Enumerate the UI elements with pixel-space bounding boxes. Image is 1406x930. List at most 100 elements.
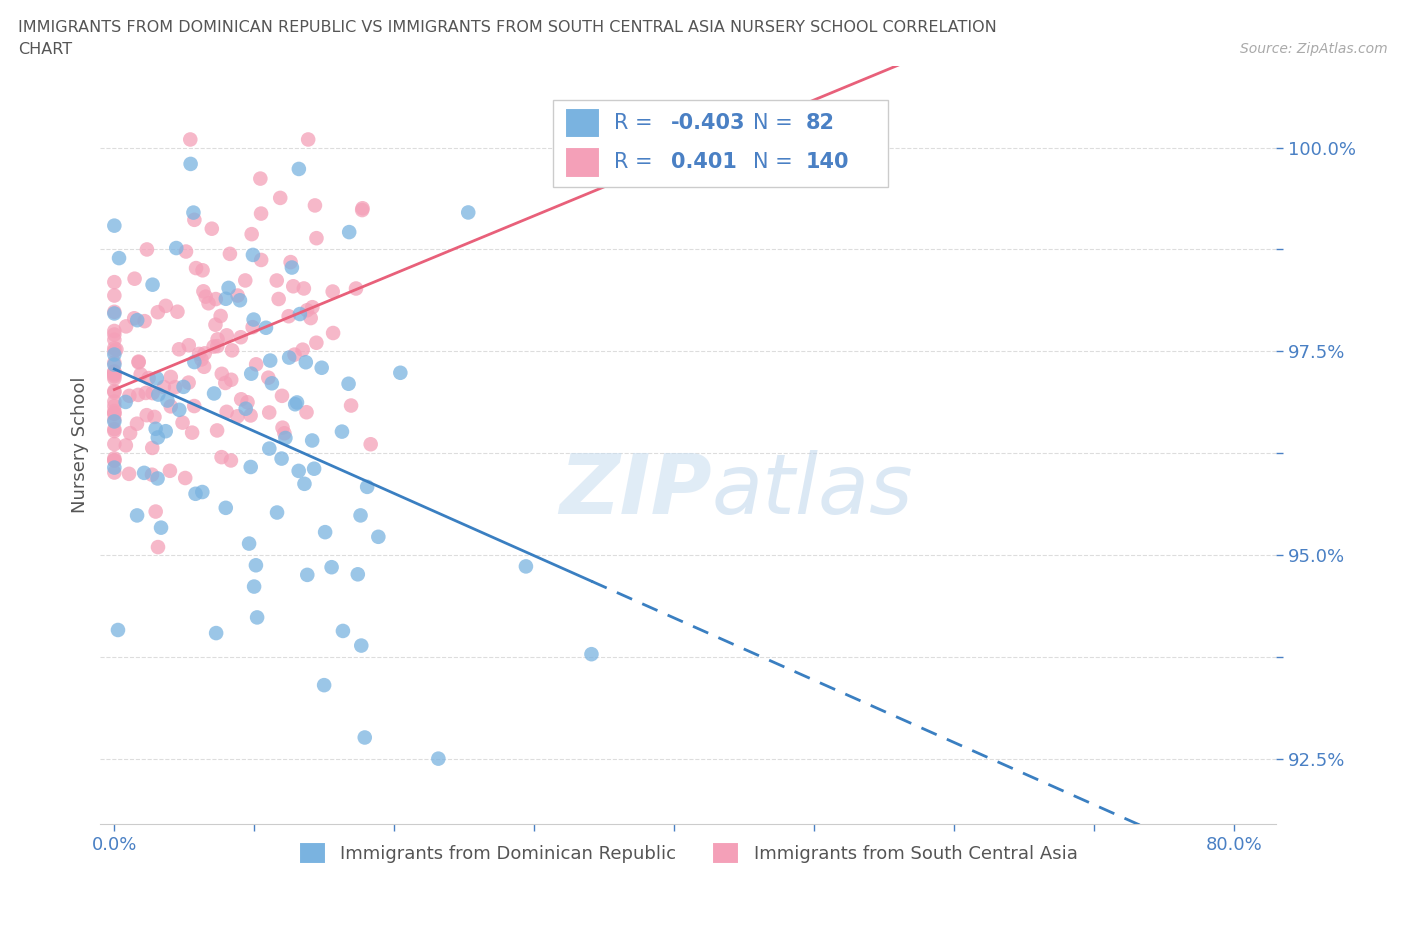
Point: [135, 407, 157, 422]
Point: [103, 304, 125, 319]
Point: [146, 539, 169, 554]
Point: [209, 309, 232, 324]
Point: [197, 296, 219, 311]
Point: [346, 567, 368, 582]
Point: [215, 291, 238, 306]
Text: R =: R =: [614, 113, 659, 133]
Point: [259, 441, 281, 456]
Point: [254, 320, 277, 335]
Point: [103, 460, 125, 475]
Point: [174, 244, 197, 259]
Point: [103, 364, 125, 379]
Point: [202, 386, 225, 401]
Point: [146, 305, 169, 320]
Point: [207, 332, 229, 347]
Point: [295, 405, 318, 419]
Point: [125, 417, 148, 432]
Point: [314, 525, 336, 539]
Point: [115, 319, 138, 334]
Point: [288, 162, 311, 177]
Point: [193, 284, 215, 299]
Point: [215, 500, 238, 515]
Point: [337, 225, 360, 240]
Point: [146, 371, 169, 386]
Point: [145, 504, 167, 519]
Text: R =: R =: [614, 153, 666, 172]
Point: [352, 203, 374, 218]
Point: [277, 309, 299, 324]
Point: [288, 307, 311, 322]
Point: [193, 359, 215, 374]
Point: [340, 398, 363, 413]
Point: [285, 395, 308, 410]
Point: [134, 313, 156, 328]
Point: [181, 425, 204, 440]
Point: [283, 279, 305, 294]
Point: [103, 421, 125, 436]
Point: [214, 376, 236, 391]
Point: [205, 423, 228, 438]
Point: [283, 347, 305, 362]
Point: [243, 579, 266, 594]
Point: [294, 476, 316, 491]
Point: [269, 191, 291, 206]
Point: [118, 389, 141, 404]
Point: [103, 367, 125, 382]
Point: [211, 366, 233, 381]
Point: [155, 424, 177, 439]
Point: [180, 156, 202, 171]
Point: [249, 171, 271, 186]
Point: [103, 453, 125, 468]
Point: [218, 281, 240, 296]
Point: [201, 221, 224, 236]
Point: [250, 206, 273, 221]
Point: [337, 377, 360, 392]
Point: [260, 376, 283, 391]
Point: [159, 369, 181, 384]
Point: [305, 336, 328, 351]
Point: [166, 304, 188, 319]
Point: [427, 751, 450, 766]
Bar: [565, 108, 600, 139]
Point: [246, 610, 269, 625]
Point: [167, 342, 190, 357]
Point: [204, 292, 226, 307]
Point: [367, 529, 389, 544]
Point: [118, 467, 141, 482]
Point: [122, 311, 145, 325]
Point: [135, 242, 157, 257]
Point: [301, 299, 323, 314]
Point: [314, 678, 336, 693]
Point: [174, 471, 197, 485]
Point: [257, 370, 280, 385]
Point: [233, 273, 256, 288]
Point: [245, 558, 267, 573]
Point: [142, 386, 165, 401]
Text: -0.403: -0.403: [671, 113, 745, 133]
Point: [231, 392, 253, 406]
Point: [124, 272, 146, 286]
Point: [107, 622, 129, 637]
Point: [360, 437, 382, 452]
Text: N =: N =: [752, 153, 799, 172]
Point: [105, 342, 128, 357]
Text: atlas: atlas: [711, 450, 914, 531]
Point: [177, 338, 200, 352]
Point: [274, 431, 297, 445]
Point: [169, 403, 191, 418]
Point: [103, 369, 125, 384]
Point: [188, 347, 211, 362]
Point: [142, 277, 165, 292]
Point: [103, 347, 125, 362]
Point: [103, 365, 125, 379]
Point: [103, 451, 125, 466]
Point: [215, 328, 238, 343]
Point: [194, 346, 217, 361]
Point: [353, 730, 375, 745]
Point: [278, 350, 301, 365]
Point: [322, 284, 344, 299]
Point: [120, 426, 142, 441]
Point: [159, 399, 181, 414]
Point: [165, 241, 187, 256]
Point: [240, 366, 263, 381]
